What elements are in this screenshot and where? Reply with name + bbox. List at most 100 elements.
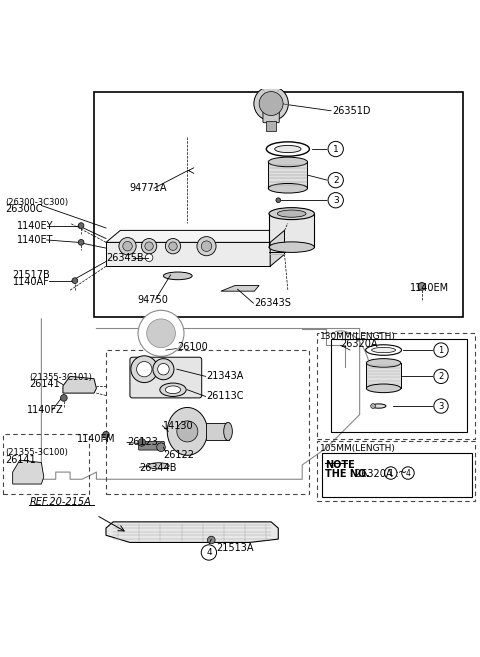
- Circle shape: [207, 536, 215, 544]
- Text: 2: 2: [438, 372, 444, 381]
- Ellipse shape: [165, 386, 180, 394]
- Text: 26320A :: 26320A :: [355, 468, 402, 479]
- Polygon shape: [106, 522, 278, 543]
- Text: 94771A: 94771A: [129, 183, 167, 193]
- Text: 1140FM: 1140FM: [77, 434, 116, 443]
- Circle shape: [131, 356, 157, 382]
- Circle shape: [78, 240, 84, 245]
- Circle shape: [145, 242, 153, 250]
- Ellipse shape: [266, 142, 310, 156]
- Text: 26100: 26100: [177, 342, 207, 351]
- Text: 94750: 94750: [137, 295, 168, 305]
- Text: 26345B: 26345B: [106, 253, 144, 263]
- Circle shape: [328, 193, 343, 208]
- Circle shape: [434, 369, 448, 384]
- Text: 21513A: 21513A: [216, 543, 253, 553]
- Circle shape: [123, 241, 132, 251]
- Polygon shape: [270, 231, 285, 266]
- Ellipse shape: [224, 422, 232, 440]
- Circle shape: [103, 432, 109, 438]
- Text: 21343A: 21343A: [206, 371, 244, 381]
- Ellipse shape: [366, 345, 402, 355]
- Circle shape: [153, 359, 174, 380]
- Bar: [266, 121, 276, 131]
- Circle shape: [201, 241, 212, 252]
- Ellipse shape: [275, 145, 301, 152]
- Circle shape: [371, 403, 375, 409]
- Text: 26351D: 26351D: [332, 106, 371, 116]
- Ellipse shape: [366, 359, 401, 367]
- Bar: [94, 91, 463, 317]
- Ellipse shape: [366, 384, 401, 393]
- Text: 26343S: 26343S: [254, 298, 291, 308]
- Ellipse shape: [372, 404, 386, 408]
- Bar: [331, 339, 468, 432]
- Circle shape: [328, 141, 343, 156]
- Text: 1: 1: [438, 346, 444, 355]
- Text: 26320A: 26320A: [340, 339, 378, 349]
- Polygon shape: [168, 407, 207, 455]
- Circle shape: [137, 361, 152, 377]
- Circle shape: [259, 91, 283, 116]
- Ellipse shape: [163, 272, 192, 280]
- Text: 1140FZ: 1140FZ: [27, 405, 64, 415]
- Text: 26122: 26122: [163, 450, 194, 460]
- FancyBboxPatch shape: [130, 357, 202, 398]
- Circle shape: [201, 545, 216, 560]
- Bar: [323, 453, 472, 497]
- Circle shape: [142, 238, 157, 254]
- Text: 26123: 26123: [128, 438, 158, 447]
- Circle shape: [402, 467, 414, 479]
- Text: 2: 2: [333, 175, 338, 185]
- FancyBboxPatch shape: [263, 106, 279, 123]
- Ellipse shape: [269, 242, 314, 252]
- Circle shape: [197, 237, 216, 256]
- Text: (26300-3C300): (26300-3C300): [5, 198, 69, 207]
- Bar: [3, 434, 89, 493]
- Polygon shape: [12, 460, 44, 484]
- Circle shape: [157, 443, 165, 451]
- Ellipse shape: [160, 383, 186, 396]
- Text: THE NO.: THE NO.: [325, 468, 370, 479]
- Bar: [268, 162, 308, 189]
- Text: 21517B: 21517B: [12, 270, 50, 280]
- Polygon shape: [221, 285, 259, 291]
- Text: 1140EY: 1140EY: [17, 221, 54, 231]
- Text: 3: 3: [438, 401, 444, 411]
- Circle shape: [138, 310, 184, 356]
- Circle shape: [169, 242, 177, 250]
- Ellipse shape: [268, 157, 308, 167]
- Ellipse shape: [268, 183, 308, 193]
- Text: 26300C: 26300C: [5, 204, 43, 214]
- Circle shape: [276, 198, 281, 202]
- Text: 4: 4: [406, 468, 410, 478]
- Circle shape: [165, 238, 180, 254]
- FancyBboxPatch shape: [139, 442, 164, 450]
- Text: 1140ET: 1140ET: [17, 235, 54, 245]
- Circle shape: [434, 343, 448, 357]
- Circle shape: [78, 223, 84, 229]
- Circle shape: [145, 254, 153, 261]
- Bar: [366, 363, 401, 388]
- Circle shape: [254, 86, 288, 121]
- Text: 1: 1: [388, 468, 393, 478]
- Text: 26113C: 26113C: [206, 392, 244, 401]
- Text: 26141: 26141: [29, 379, 60, 389]
- Bar: [205, 423, 229, 440]
- Text: 130MM(LENGTH): 130MM(LENGTH): [321, 332, 396, 341]
- Text: NOTE: NOTE: [325, 460, 355, 470]
- Ellipse shape: [269, 208, 314, 219]
- Circle shape: [138, 439, 146, 446]
- Circle shape: [434, 399, 448, 413]
- Circle shape: [157, 363, 169, 375]
- Bar: [106, 242, 270, 266]
- Text: REF.20-215A: REF.20-215A: [29, 497, 91, 507]
- Text: 1: 1: [333, 145, 338, 154]
- Bar: [269, 214, 314, 247]
- Circle shape: [384, 467, 397, 479]
- Ellipse shape: [148, 463, 169, 469]
- Bar: [106, 350, 310, 493]
- Text: (21355-3C101): (21355-3C101): [29, 373, 92, 382]
- Text: 26344B: 26344B: [140, 463, 177, 473]
- Text: ~: ~: [398, 468, 407, 478]
